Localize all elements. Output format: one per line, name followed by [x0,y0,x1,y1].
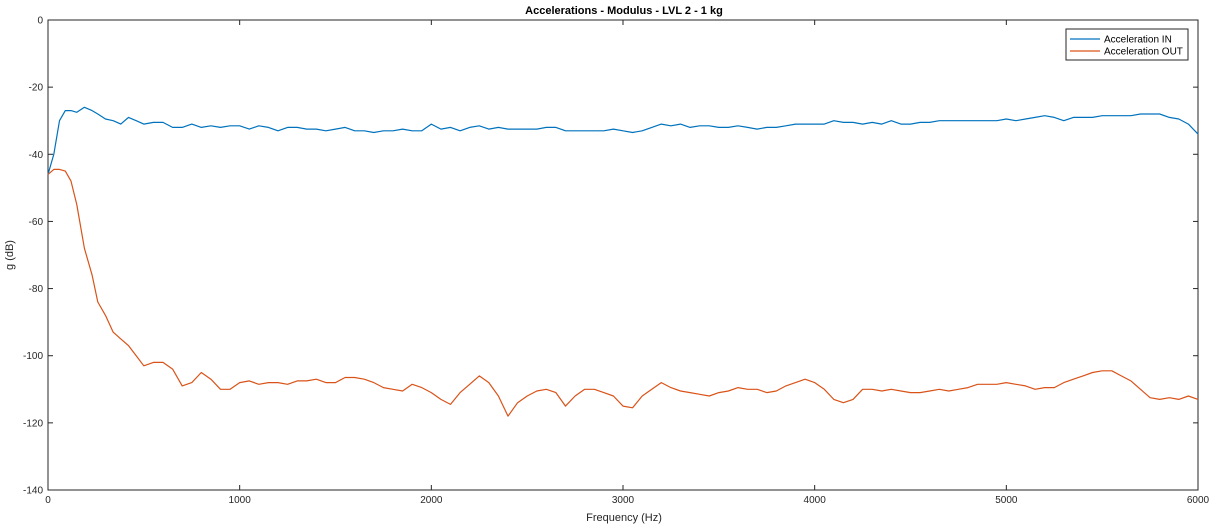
y-tick-label: 0 [37,16,43,27]
y-tick-label: -80 [29,284,44,295]
y-axis-label: g (dB) [4,240,16,270]
y-tick-label: -100 [23,351,43,362]
plot-area [47,19,1199,491]
series-line-acceleration-in [47,106,1199,175]
x-tick-label: 2000 [420,495,443,506]
y-tick-label: -20 [29,83,44,94]
y-tick-label: -60 [29,217,44,228]
legend-entry-label: Acceleration IN [1104,35,1172,46]
series-layer [47,106,1199,417]
x-tick-label: 4000 [804,495,827,506]
chart-title: Accelerations - Modulus - LVL 2 - 1 kg [525,5,723,17]
x-tick-label: 6000 [1187,495,1210,506]
legend-entry-label: Acceleration OUT [1104,47,1183,58]
x-axis-label: Frequency (Hz) [586,512,662,524]
y-tick-label: -120 [23,418,43,429]
legend-box [1065,28,1189,61]
x-tick-label: 0 [45,495,51,506]
x-tick-label: 3000 [612,495,635,506]
x-tick-label: 5000 [995,495,1018,506]
x-tick-label: 1000 [229,495,252,506]
y-axis: 0 -20 -40 -60 -80 -100 -120 -140 [23,16,1198,497]
x-axis: 0 1000 2000 3000 4000 5000 6000 [45,20,1210,506]
series-line-acceleration-out [47,168,1199,417]
y-tick-label: -140 [23,486,43,497]
y-tick-label: -40 [29,150,44,161]
